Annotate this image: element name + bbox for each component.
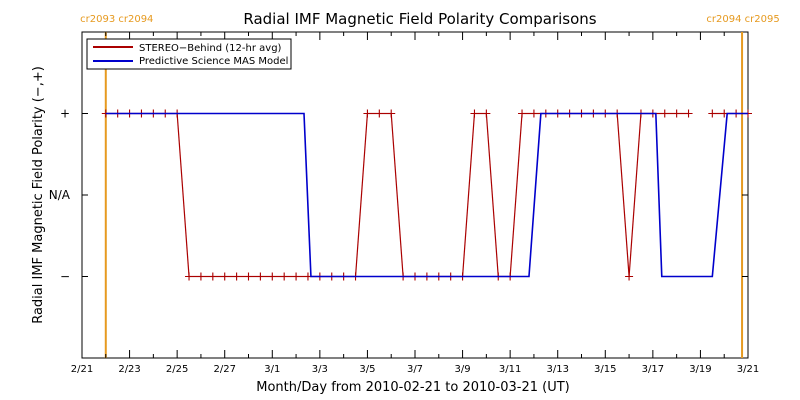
x-tick-label: 2/21 <box>71 364 93 375</box>
stereo-data-point <box>244 272 253 281</box>
x-tick-label: 2/23 <box>118 364 140 375</box>
chart-title: Radial IMF Magnetic Field Polarity Compa… <box>243 10 596 28</box>
stereo-data-point <box>268 272 277 281</box>
stereo-data-point <box>684 109 693 118</box>
x-tick-label: 3/15 <box>594 364 616 375</box>
carrington-marker-label: cr2093 cr2094 <box>80 14 153 25</box>
stereo-data-point <box>185 272 194 281</box>
x-tick-label: 2/25 <box>166 364 188 375</box>
stereo-data-point <box>363 109 372 118</box>
x-tick-label: 3/11 <box>499 364 521 375</box>
y-tick-label: + <box>60 107 70 121</box>
y-axis-label: Radial IMF Magnetic Field Polarity (−,+) <box>31 66 46 324</box>
stereo-data-point <box>375 109 384 118</box>
x-tick-label: 3/5 <box>359 364 375 375</box>
stereo-data-point <box>708 109 717 118</box>
stereo-data-point <box>387 109 396 118</box>
model-series-line <box>105 112 748 278</box>
x-tick-label: 2/27 <box>213 364 235 375</box>
x-tick-label: 3/9 <box>455 364 471 375</box>
y-axis: − N/A + <box>49 107 748 284</box>
x-tick-label: 3/17 <box>642 364 664 375</box>
series-layer <box>101 109 752 281</box>
stereo-data-point <box>660 109 669 118</box>
x-axis: 2/21 2/23 2/25 2/27 3/1 3/3 3/5 3/7 3/9 3/11 3/13 3… <box>71 32 759 375</box>
stereo-data-point <box>196 272 205 281</box>
y-tick-label: − <box>60 270 70 284</box>
plot-frame <box>81 31 749 359</box>
stereo-line-segment <box>390 113 404 277</box>
x-tick-label: 3/21 <box>737 364 759 375</box>
legend-entry: STEREO−Behind (12-hr avg) <box>139 43 282 54</box>
stereo-data-point <box>518 109 527 118</box>
stereo-data-point <box>232 272 241 281</box>
legend-box <box>86 38 292 70</box>
stereo-line-segment <box>461 113 476 277</box>
stereo-data-point <box>280 272 289 281</box>
x-tick-label: 3/3 <box>312 364 328 375</box>
stereo-line-segment <box>509 113 523 277</box>
legend: STEREO−Behind (12-hr avg) Predictive Sci… <box>86 38 292 70</box>
stereo-data-point <box>482 109 491 118</box>
stereo-data-point <box>672 109 681 118</box>
stereo-data-point <box>292 272 301 281</box>
stereo-data-point <box>529 109 538 118</box>
stereo-data-point <box>625 272 634 281</box>
legend-entry: Predictive Science MAS Model <box>139 56 288 67</box>
stereo-data-point <box>470 109 479 118</box>
x-axis-label: Month/Day from 2010-02-21 to 2010-03-21 … <box>256 380 569 395</box>
x-tick-label: 3/19 <box>689 364 711 375</box>
y-tick-label: N/A <box>49 188 71 202</box>
x-tick-label: 3/7 <box>407 364 423 375</box>
x-tick-label: 3/13 <box>546 364 568 375</box>
stereo-data-point <box>256 272 265 281</box>
stereo-line-segment <box>176 113 190 277</box>
stereo-data-point <box>208 272 217 281</box>
stereo-data-point <box>220 272 229 281</box>
stereo-line-segment <box>628 113 642 277</box>
stereo-line-segment <box>485 113 499 277</box>
stereo-line-segment <box>616 113 630 277</box>
carrington-marker-label: cr2094 cr2095 <box>706 14 779 25</box>
x-tick-label: 3/1 <box>264 364 280 375</box>
stereo-line-segment <box>354 113 369 277</box>
